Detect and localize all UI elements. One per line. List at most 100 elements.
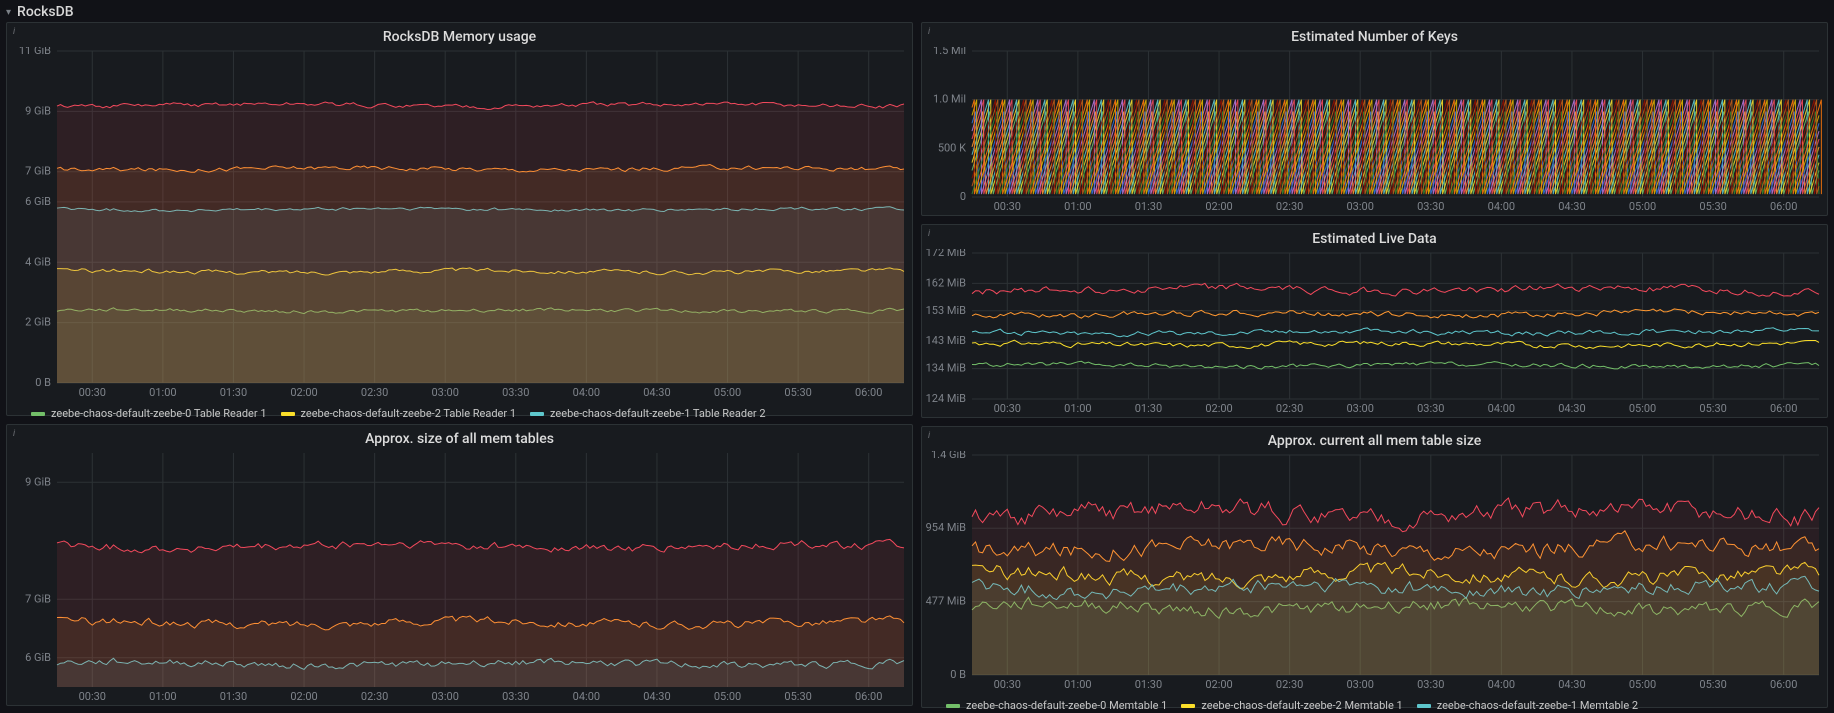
svg-text:11 GiB: 11 GiB — [19, 47, 51, 57]
svg-text:4 GiB: 4 GiB — [25, 255, 51, 268]
svg-text:01:30: 01:30 — [220, 690, 247, 703]
svg-text:0 B: 0 B — [950, 668, 966, 681]
svg-text:05:00: 05:00 — [1629, 678, 1656, 691]
info-icon[interactable]: i — [928, 229, 930, 239]
svg-text:04:00: 04:00 — [573, 690, 600, 703]
legend-label: zeebe-chaos-default-zeebe-0 Memtable 1 — [966, 699, 1167, 712]
svg-text:05:00: 05:00 — [714, 386, 741, 399]
svg-text:6 GiB: 6 GiB — [25, 651, 51, 664]
svg-text:01:00: 01:00 — [149, 386, 176, 399]
svg-text:6 GiB: 6 GiB — [25, 195, 51, 208]
svg-text:04:00: 04:00 — [573, 386, 600, 399]
legend-item[interactable]: zeebe-chaos-default-zeebe-0 Table Reader… — [31, 407, 267, 420]
svg-text:1.0 Mil: 1.0 Mil — [933, 93, 966, 106]
svg-text:02:30: 02:30 — [361, 690, 388, 703]
svg-text:01:30: 01:30 — [1135, 200, 1162, 213]
chart-memory-usage[interactable]: 0 B2 GiB4 GiB6 GiB7 GiB9 GiB11 GiB00:300… — [7, 47, 912, 401]
row-title: RocksDB — [17, 4, 74, 20]
svg-text:05:30: 05:30 — [784, 690, 811, 703]
svg-text:06:00: 06:00 — [855, 690, 882, 703]
legend-cur-mem-table: zeebe-chaos-default-zeebe-0 Memtable 1 ze… — [922, 693, 1827, 713]
svg-text:2 GiB: 2 GiB — [25, 316, 51, 329]
panel-title: Approx. size of all mem tables — [7, 425, 912, 449]
legend-swatch — [530, 412, 544, 416]
svg-text:04:30: 04:30 — [1558, 200, 1585, 213]
svg-text:04:00: 04:00 — [1488, 402, 1515, 415]
svg-text:03:00: 03:00 — [1347, 200, 1374, 213]
svg-text:172 MiB: 172 MiB — [926, 249, 967, 259]
svg-text:00:30: 00:30 — [994, 678, 1021, 691]
svg-text:06:00: 06:00 — [1770, 200, 1797, 213]
svg-text:162 MiB: 162 MiB — [926, 276, 967, 289]
svg-text:05:30: 05:30 — [1699, 200, 1726, 213]
legend-item[interactable]: zeebe-chaos-default-zeebe-0 Memtable 1 — [946, 699, 1167, 712]
svg-text:04:30: 04:30 — [1558, 678, 1585, 691]
legend-item[interactable]: zeebe-chaos-default-zeebe-1 Memtable 2 — [1417, 699, 1638, 712]
svg-text:477 MiB: 477 MiB — [926, 595, 967, 608]
svg-text:153 MiB: 153 MiB — [926, 304, 967, 317]
svg-text:02:30: 02:30 — [361, 386, 388, 399]
svg-text:00:30: 00:30 — [79, 386, 106, 399]
panel-title: RocksDB Memory usage — [7, 23, 912, 47]
chart-live-data[interactable]: 124 MiB134 MiB143 MiB153 MiB162 MiB172 M… — [922, 249, 1827, 417]
legend-swatch — [1181, 704, 1195, 708]
svg-text:04:30: 04:30 — [643, 690, 670, 703]
panel-title: Estimated Live Data — [922, 225, 1827, 249]
legend-swatch — [1417, 704, 1431, 708]
svg-text:500 K: 500 K — [938, 141, 966, 154]
legend-label: zeebe-chaos-default-zeebe-2 Table Reader… — [301, 407, 517, 420]
svg-text:01:00: 01:00 — [1064, 200, 1091, 213]
panel-title: Estimated Number of Keys — [922, 23, 1827, 47]
svg-text:02:00: 02:00 — [290, 690, 317, 703]
legend-label: zeebe-chaos-default-zeebe-0 Table Reader… — [51, 407, 267, 420]
chart-cur-mem-table[interactable]: 0 B477 MiB954 MiB1.4 GiB00:3001:0001:300… — [922, 451, 1827, 693]
chevron-down-icon: ▾ — [6, 7, 11, 18]
row-header[interactable]: ▾ RocksDB — [0, 0, 1834, 22]
svg-text:00:30: 00:30 — [994, 402, 1021, 415]
svg-text:02:00: 02:00 — [1205, 200, 1232, 213]
legend-item[interactable]: zeebe-chaos-default-zeebe-2 Table Reader… — [281, 407, 517, 420]
svg-text:00:30: 00:30 — [79, 690, 106, 703]
legend-item[interactable]: zeebe-chaos-default-zeebe-2 Memtable 1 — [1181, 699, 1402, 712]
legend-label: zeebe-chaos-default-zeebe-1 Table Reader… — [550, 407, 766, 420]
svg-text:00:30: 00:30 — [994, 200, 1021, 213]
svg-text:04:00: 04:00 — [1488, 678, 1515, 691]
svg-text:0 B: 0 B — [35, 376, 51, 389]
svg-text:05:30: 05:30 — [784, 386, 811, 399]
info-icon[interactable]: i — [928, 431, 930, 441]
svg-text:04:30: 04:30 — [1558, 402, 1585, 415]
info-icon[interactable]: i — [13, 27, 15, 37]
chart-est-keys[interactable]: 0 500 K 1.0 Mil 1.5 Mil 00:30 01:00 01:30 02:00… — [922, 47, 1827, 215]
svg-text:7 GiB: 7 GiB — [25, 592, 51, 605]
svg-text:02:30: 02:30 — [1276, 402, 1303, 415]
svg-text:9 GiB: 9 GiB — [25, 104, 51, 117]
panel-all-mem-tables: i Approx. size of all mem tables 6 GiB 7 … — [6, 424, 913, 706]
svg-text:01:00: 01:00 — [1064, 678, 1091, 691]
legend-swatch — [281, 412, 295, 416]
svg-text:06:00: 06:00 — [855, 386, 882, 399]
legend-swatch — [31, 412, 45, 416]
panel-title: Approx. current all mem table size — [922, 427, 1827, 451]
svg-text:03:30: 03:30 — [1417, 402, 1444, 415]
legend-swatch — [946, 704, 960, 708]
chart-all-mem-tables[interactable]: 6 GiB7 GiB9 GiB00:3001:0001:3002:0002:30… — [7, 449, 912, 705]
svg-text:03:30: 03:30 — [502, 690, 529, 703]
svg-text:01:30: 01:30 — [220, 386, 247, 399]
svg-text:143 MiB: 143 MiB — [926, 334, 967, 347]
svg-text:04:00: 04:00 — [1488, 200, 1515, 213]
svg-text:1.5 Mil: 1.5 Mil — [933, 47, 966, 57]
svg-text:02:30: 02:30 — [1276, 678, 1303, 691]
svg-text:06:00: 06:00 — [1770, 402, 1797, 415]
svg-text:05:00: 05:00 — [1629, 200, 1656, 213]
svg-text:134 MiB: 134 MiB — [926, 362, 967, 375]
svg-text:03:30: 03:30 — [1417, 678, 1444, 691]
svg-text:0: 0 — [960, 190, 966, 203]
svg-text:03:00: 03:00 — [432, 690, 459, 703]
panel-live-data: i Estimated Live Data 124 MiB134 MiB143 … — [921, 224, 1828, 418]
info-icon[interactable]: i — [928, 27, 930, 37]
svg-text:01:00: 01:00 — [149, 690, 176, 703]
svg-text:05:00: 05:00 — [714, 690, 741, 703]
svg-text:04:30: 04:30 — [643, 386, 670, 399]
info-icon[interactable]: i — [13, 429, 15, 439]
legend-item[interactable]: zeebe-chaos-default-zeebe-1 Table Reader… — [530, 407, 766, 420]
